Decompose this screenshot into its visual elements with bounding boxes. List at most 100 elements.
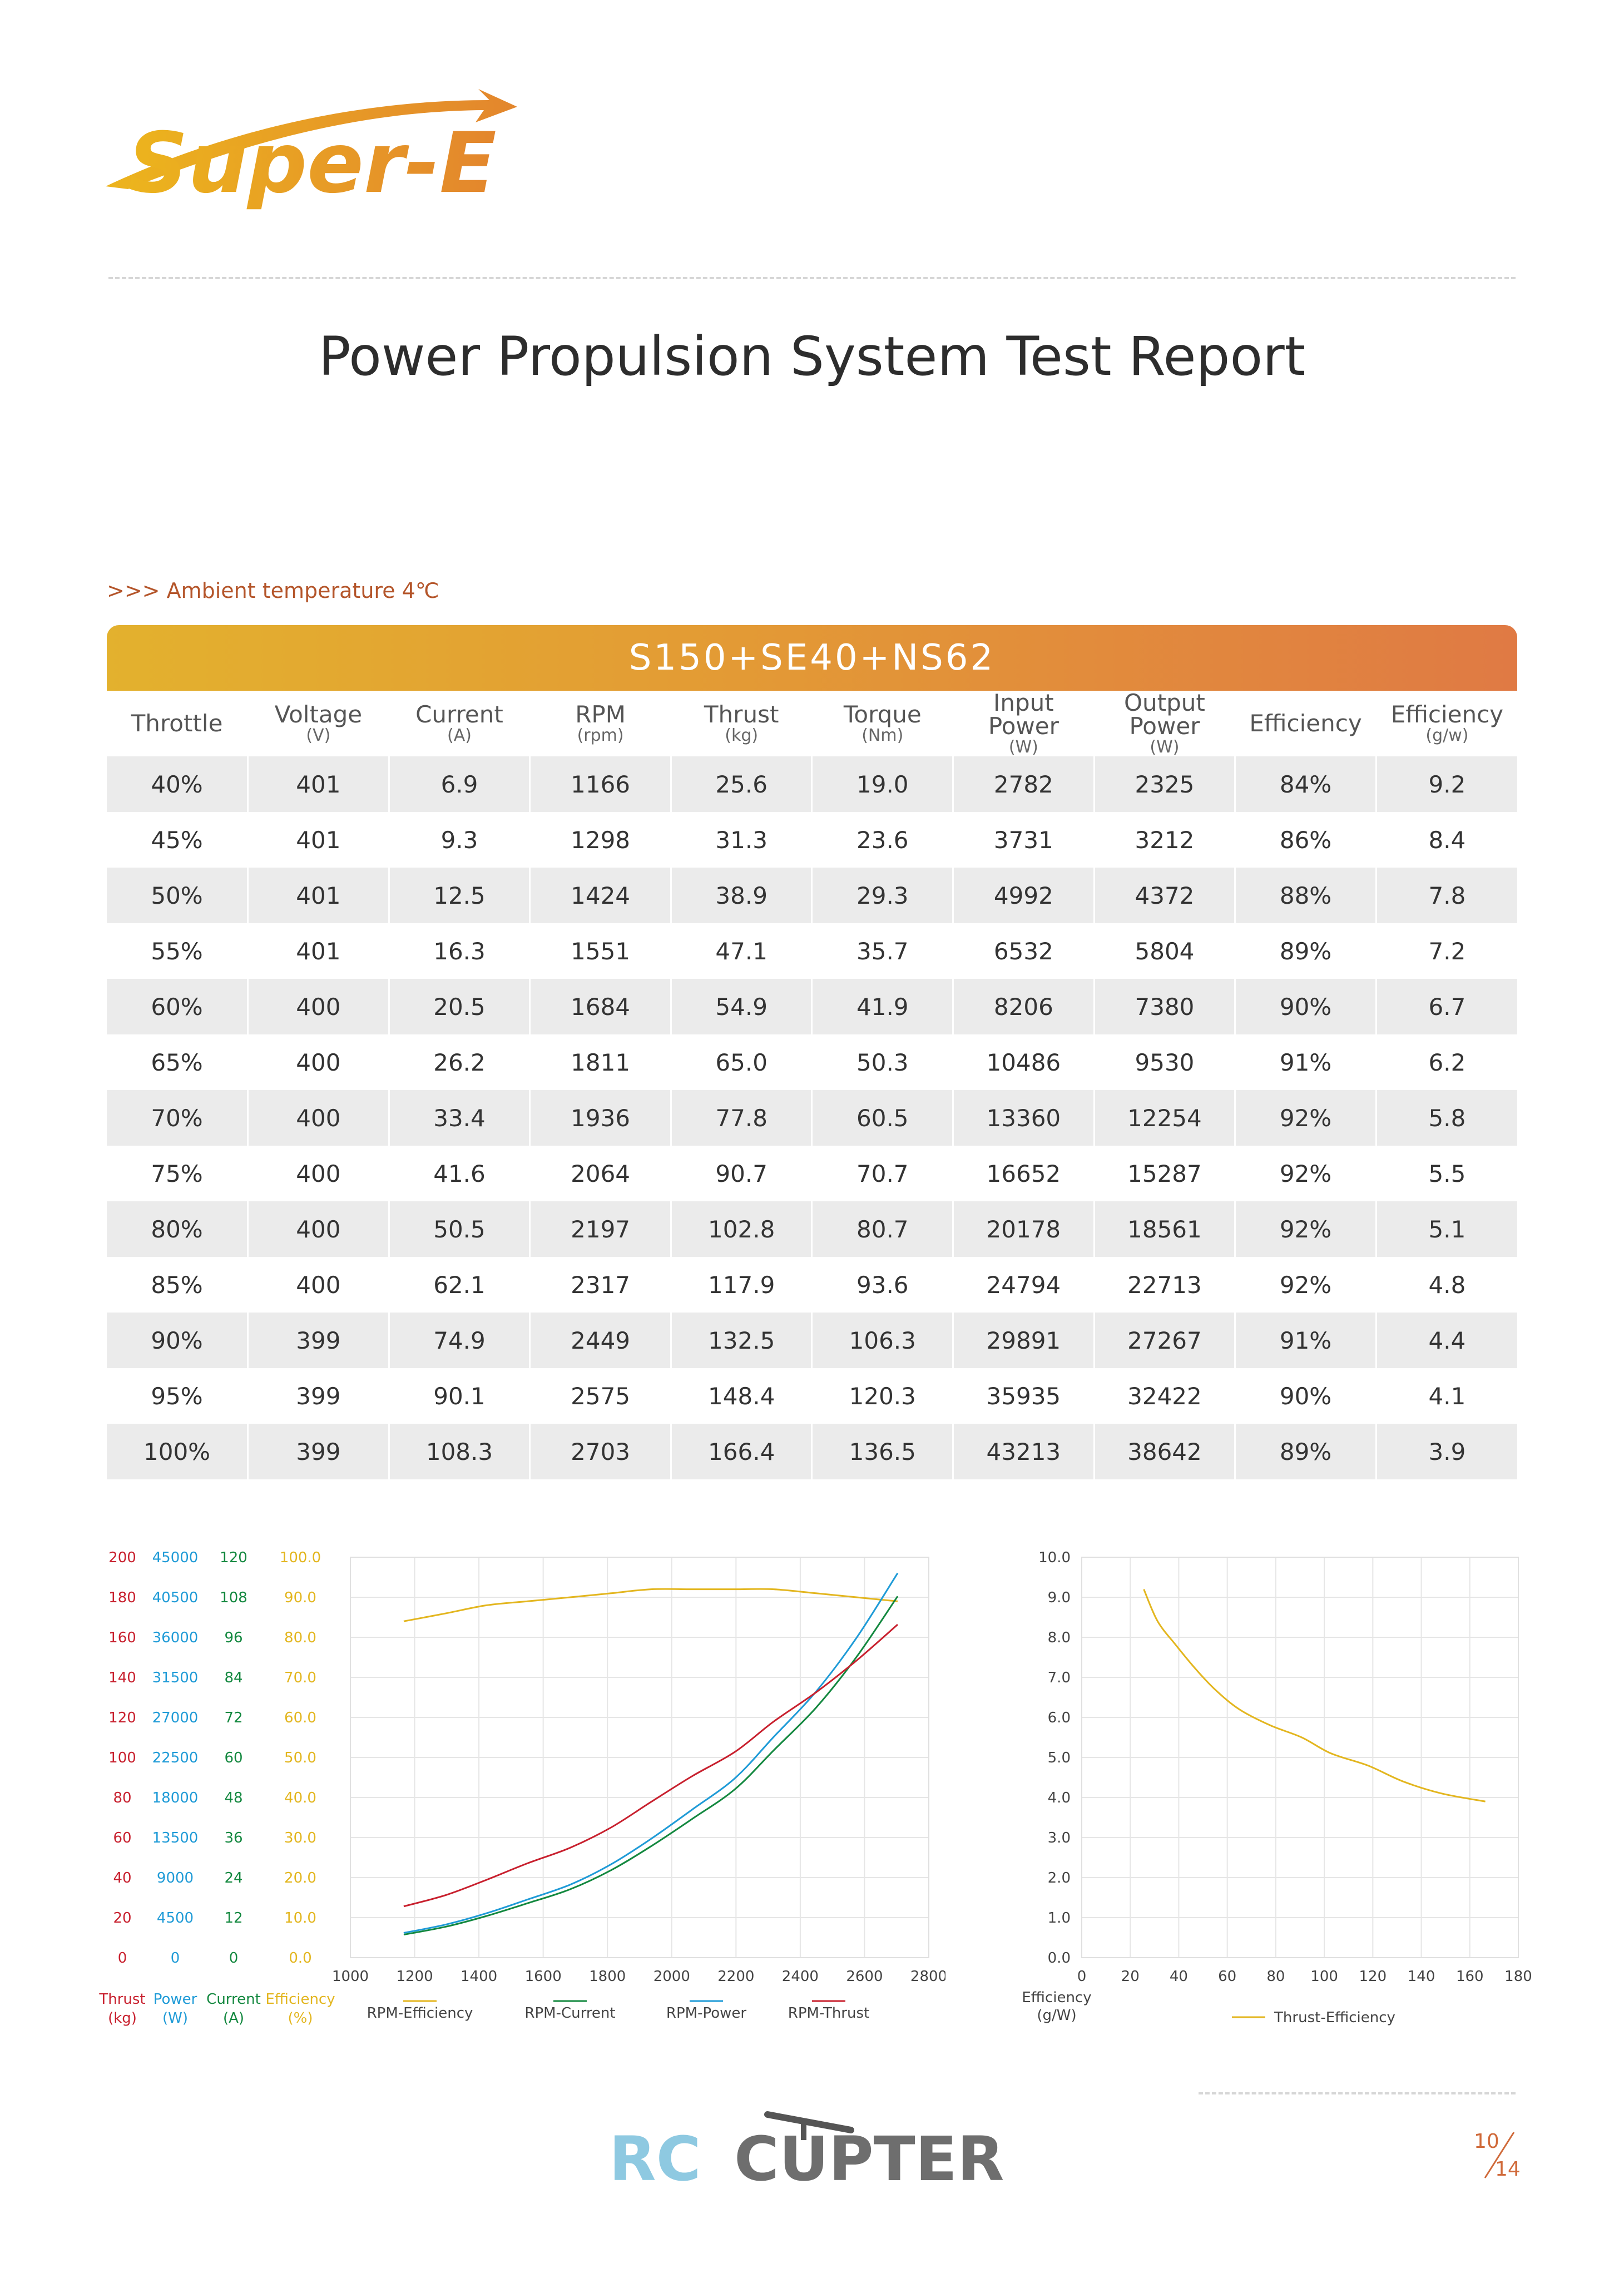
- table-cell: 6.2: [1376, 1034, 1517, 1090]
- table-cell: 70%: [107, 1090, 249, 1146]
- table-banner: S150+SE40+NS62: [107, 625, 1517, 691]
- table-row: 75% 400 41.6 2064 90.7 70.7 16652 15287 92% 5.5: [107, 1146, 1517, 1201]
- table-cell: 27267: [1094, 1313, 1236, 1368]
- column-header: Output Power (W): [1094, 691, 1236, 757]
- column-header: Efficiency (g/w): [1376, 691, 1517, 756]
- table-cell: 92%: [1235, 1257, 1377, 1313]
- column-header-unit: (V): [306, 726, 331, 745]
- table-cell: 45%: [107, 812, 249, 868]
- rc-cupter-logo: RC CUPTER: [609, 2111, 1004, 2191]
- y-tick-label: 13500: [152, 1830, 199, 1846]
- table-cell: 90.7: [671, 1146, 813, 1201]
- table-cell: 400: [247, 1257, 390, 1313]
- table-cell: 1298: [529, 812, 672, 868]
- table-cell: 166.4: [671, 1424, 813, 1479]
- table-cell: 2703: [529, 1424, 672, 1479]
- y-tick-label: 100.0: [280, 1549, 321, 1566]
- column-header-unit: (W): [1150, 737, 1180, 757]
- x-tick-label: 1000: [332, 1968, 369, 1985]
- table-cell: 400: [247, 1146, 390, 1201]
- table-cell: 2197: [529, 1201, 672, 1257]
- y-tick-label: 100: [108, 1750, 136, 1766]
- bottom-divider: [1199, 2092, 1516, 2094]
- table-cell: 100%: [107, 1424, 249, 1479]
- column-header-unit: (g/w): [1425, 726, 1469, 745]
- table-cell: 102.8: [671, 1201, 813, 1257]
- legend-label: Thrust-Efficiency: [1274, 2009, 1395, 2026]
- table-cell: 4.4: [1376, 1313, 1517, 1368]
- x-tick-label: 100: [1310, 1968, 1338, 1985]
- table-cell: 23.6: [811, 812, 954, 868]
- column-header-unit: (rpm): [577, 726, 624, 745]
- table-cell: 18561: [1094, 1201, 1236, 1257]
- table-cell: 29891: [953, 1313, 1095, 1368]
- table-cell: 4992: [953, 868, 1095, 923]
- y-tick-label: 27000: [152, 1710, 199, 1726]
- table-cell: 399: [247, 1424, 390, 1479]
- table-cell: 106.3: [811, 1313, 954, 1368]
- page-slash: [1484, 2132, 1515, 2178]
- logo-swoosh: [106, 89, 517, 189]
- table-cell: 22713: [1094, 1257, 1236, 1313]
- table-cell: 2575: [529, 1368, 672, 1424]
- table-cell: 401: [247, 868, 390, 923]
- table-cell: 400: [247, 979, 390, 1034]
- y-tick-label: 40500: [152, 1589, 199, 1606]
- table-row: 85% 400 62.1 2317 117.9 93.6 24794 22713 92% 4.8: [107, 1257, 1517, 1313]
- table-cell: 401: [247, 923, 390, 979]
- series-line-thrust-efficiency: [1143, 1588, 1486, 1802]
- table-cell: 1166: [529, 756, 672, 812]
- legend-label: RPM-Power: [666, 2005, 746, 2022]
- table-cell: 399: [247, 1313, 390, 1368]
- table-cell: 400: [247, 1090, 390, 1146]
- table-cell: 7.2: [1376, 923, 1517, 979]
- x-tick-label: 2400: [782, 1968, 819, 1985]
- table-cell: 2317: [529, 1257, 672, 1313]
- logo-text: Super-E: [128, 115, 497, 212]
- table-cell: 77.8: [671, 1090, 813, 1146]
- table-cell: 86%: [1235, 812, 1377, 868]
- table-cell: 13360: [953, 1090, 1095, 1146]
- table-cell: 38.9: [671, 868, 813, 923]
- table-cell: 90%: [1235, 1368, 1377, 1424]
- axis-unit: (kg): [108, 2010, 137, 2027]
- y-tick-label: 36000: [152, 1630, 199, 1646]
- table-cell: 16.3: [389, 923, 531, 979]
- y-tick-label: 36: [224, 1830, 242, 1846]
- column-header-label: Input Power: [988, 689, 1059, 740]
- series-line-rpm-current: [403, 1596, 899, 1936]
- y-tick-label: 160: [108, 1630, 136, 1646]
- super-e-logo: Super-E: [106, 89, 517, 212]
- y-tick-label: 180: [108, 1589, 136, 1606]
- table-cell: 6.7: [1376, 979, 1517, 1034]
- table-cell: 8.4: [1376, 812, 1517, 868]
- table-cell: 401: [247, 812, 390, 868]
- y-tick-label: 108: [220, 1589, 247, 1606]
- legend-label: RPM-Thrust: [788, 2005, 869, 2022]
- table-cell: 91%: [1235, 1034, 1377, 1090]
- y-tick-label: 10.0: [284, 1910, 316, 1927]
- table-cell: 10486: [953, 1034, 1095, 1090]
- y-tick-label: 20.0: [284, 1870, 316, 1886]
- y-tick-label: 18000: [152, 1790, 199, 1806]
- ambient-temperature: >>> Ambient temperature 4℃: [107, 578, 439, 603]
- table-cell: 7.8: [1376, 868, 1517, 923]
- table-row: 60% 400 20.5 1684 54.9 41.9 8206 7380 90% 6.7: [107, 979, 1517, 1034]
- y-tick-label: 90.0: [284, 1589, 316, 1606]
- y-tick-label: 0.0: [1048, 1950, 1071, 1967]
- x-tick-label: 1400: [461, 1968, 497, 1985]
- y-tick-label: 22500: [152, 1750, 199, 1766]
- y-tick-label: 60.0: [284, 1710, 316, 1726]
- column-header: Throttle: [107, 691, 249, 756]
- y-tick-label: 12: [224, 1910, 242, 1927]
- table-cell: 89%: [1235, 1424, 1377, 1479]
- table-cell: 4372: [1094, 868, 1236, 923]
- y-tick-label: 80: [113, 1790, 131, 1806]
- column-header: Efficiency: [1235, 691, 1377, 756]
- series-line-rpm-thrust: [403, 1623, 898, 1908]
- table-cell: 16652: [953, 1146, 1095, 1201]
- table-row: 65% 400 26.2 1811 65.0 50.3 10486 9530 91% 6.2: [107, 1034, 1517, 1090]
- y-tick-label: 31500: [152, 1670, 199, 1686]
- page-total: 14: [1495, 2158, 1521, 2181]
- table-cell: 43213: [953, 1424, 1095, 1479]
